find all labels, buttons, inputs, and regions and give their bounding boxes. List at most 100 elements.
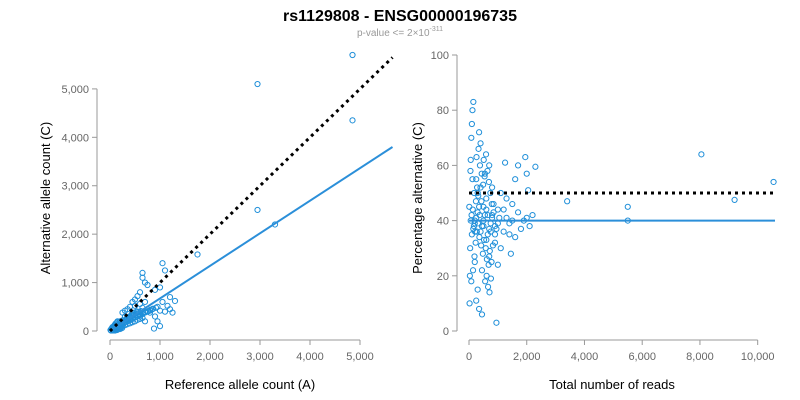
right-data-point bbox=[478, 198, 485, 205]
right-data-point bbox=[488, 200, 495, 208]
right-x-tick-label: 6,000 bbox=[628, 351, 656, 363]
left-data-point bbox=[149, 305, 157, 312]
right-data-point bbox=[486, 247, 493, 255]
left-x-tick-label: 5,000 bbox=[346, 351, 374, 363]
left-data-point bbox=[161, 267, 169, 274]
right-data-point bbox=[476, 234, 483, 241]
left-x-tick-label: 3,000 bbox=[246, 351, 274, 363]
right-data-point bbox=[509, 200, 516, 208]
right-data-point bbox=[484, 211, 491, 219]
right-data-point bbox=[485, 178, 493, 186]
right-y-axis-label: Percentage alternative (C) bbox=[410, 122, 425, 274]
right-data-point bbox=[500, 206, 507, 213]
left-y-tick-label: 0 bbox=[83, 326, 89, 338]
right-data-point bbox=[479, 250, 486, 257]
right-y-tick-label: 60 bbox=[437, 160, 449, 172]
right-y-tick-label: 80 bbox=[437, 105, 449, 117]
left-y-tick-label: 5,000 bbox=[61, 84, 89, 96]
right-x-tick-label: 4,000 bbox=[571, 351, 599, 363]
left-data-point bbox=[141, 298, 149, 306]
left-data-point bbox=[254, 80, 261, 88]
right-data-point bbox=[476, 211, 483, 219]
right-data-point bbox=[468, 134, 475, 141]
left-x-tick-label: 2,000 bbox=[196, 351, 224, 363]
left-data-point bbox=[137, 308, 145, 315]
right-data-point bbox=[483, 256, 490, 263]
right-data-point bbox=[477, 140, 484, 147]
right-x-tick-label: 0 bbox=[466, 351, 472, 363]
right-data-point bbox=[532, 163, 539, 170]
right-data-point bbox=[476, 129, 483, 136]
right-data-point bbox=[483, 236, 490, 244]
left-x-tick-label: 1,000 bbox=[146, 351, 174, 363]
right-data-point bbox=[529, 211, 536, 219]
right-data-point bbox=[473, 228, 480, 235]
subtitle-times: × bbox=[413, 28, 419, 39]
right-data-point bbox=[486, 289, 493, 296]
subtitle-exponent: -311 bbox=[430, 26, 444, 33]
left-data-point bbox=[156, 323, 164, 330]
right-data-point bbox=[490, 209, 497, 216]
left-data-point bbox=[349, 51, 356, 59]
left-data-point bbox=[161, 308, 169, 315]
right-data-point bbox=[470, 223, 478, 230]
left-y-tick-label: 1,000 bbox=[61, 278, 89, 290]
left-data-point bbox=[151, 286, 159, 293]
right-data-point bbox=[484, 283, 492, 290]
right-data-point bbox=[483, 272, 490, 279]
right-data-point bbox=[488, 184, 496, 191]
right-data-point bbox=[731, 196, 738, 203]
right-data-point bbox=[512, 176, 519, 183]
right-data-point bbox=[475, 145, 482, 152]
right-y-tick-label: 20 bbox=[437, 271, 449, 283]
left-data-point bbox=[349, 117, 356, 124]
left-data-point bbox=[118, 324, 126, 332]
right-data-point bbox=[478, 311, 486, 318]
right-data-point bbox=[501, 159, 509, 166]
right-y-tick-label: 40 bbox=[437, 216, 449, 228]
right-data-point bbox=[480, 236, 488, 244]
right-data-point bbox=[491, 231, 499, 238]
left-data-point bbox=[139, 274, 146, 281]
right-data-point bbox=[494, 261, 501, 268]
left-data-point bbox=[150, 325, 158, 332]
right-x-axis-label: Total number of reads bbox=[549, 377, 675, 392]
right-data-point bbox=[487, 275, 495, 282]
right-data-point bbox=[476, 305, 483, 313]
right-data-point bbox=[472, 239, 479, 246]
right-data-point bbox=[507, 250, 514, 257]
left-x-tick-label: 4,000 bbox=[296, 351, 324, 363]
right-x-tick-label: 2,000 bbox=[513, 351, 541, 363]
right-data-point bbox=[497, 245, 504, 252]
left-data-point bbox=[169, 309, 176, 316]
right-data-point bbox=[503, 195, 510, 202]
left-y-axis-label: Alternative allele count (C) bbox=[38, 122, 53, 274]
right-data-point bbox=[486, 225, 493, 232]
right-data-point bbox=[490, 200, 497, 208]
right-data-point bbox=[514, 209, 522, 216]
left-data-point bbox=[159, 298, 166, 306]
right-data-point bbox=[472, 198, 480, 205]
left-fit-line bbox=[109, 146, 394, 332]
right-data-point bbox=[467, 245, 474, 252]
right-data-point bbox=[522, 154, 529, 161]
right-data-point bbox=[470, 98, 477, 106]
right-data-point bbox=[480, 181, 487, 188]
right-data-point bbox=[478, 242, 485, 249]
right-data-point bbox=[564, 198, 571, 205]
right-data-point bbox=[469, 176, 476, 183]
right-data-point bbox=[493, 319, 500, 326]
right-data-point bbox=[473, 184, 481, 191]
right-data-point bbox=[488, 258, 495, 266]
right-data-point bbox=[486, 162, 493, 169]
left-reference-line bbox=[108, 56, 394, 333]
right-data-point bbox=[468, 211, 475, 219]
left-data-point bbox=[166, 294, 174, 301]
right-data-point bbox=[483, 195, 490, 202]
right-data-point bbox=[517, 225, 525, 232]
left-data-point bbox=[254, 206, 261, 214]
left-y-tick-label: 4,000 bbox=[61, 132, 89, 144]
left-x-tick-label: 0 bbox=[107, 351, 113, 363]
right-data-point bbox=[471, 228, 479, 235]
